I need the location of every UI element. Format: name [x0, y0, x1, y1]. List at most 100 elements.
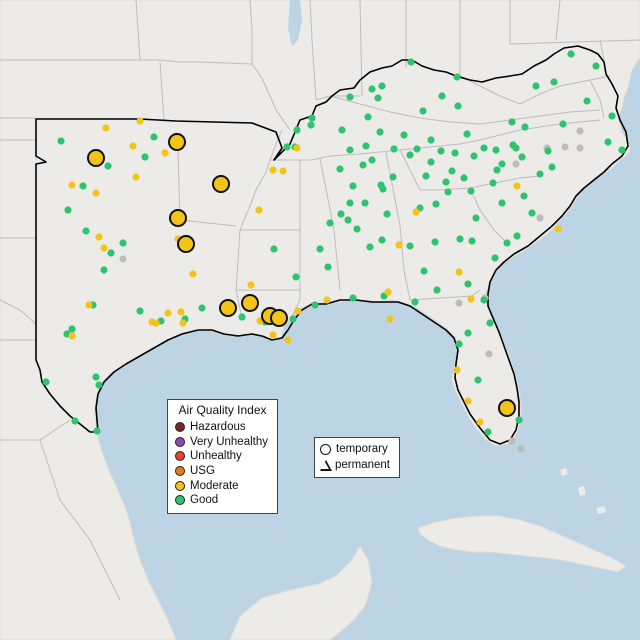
monitor-point-good[interactable]	[442, 178, 450, 186]
monitor-point-good[interactable]	[390, 145, 398, 153]
monitor-point-moderate[interactable]	[129, 142, 137, 150]
monitor-point-good[interactable]	[324, 263, 332, 271]
monitor-point-good[interactable]	[492, 146, 500, 154]
temporary-monitor-moderate[interactable]	[168, 133, 186, 151]
monitor-point-moderate[interactable]	[255, 206, 263, 214]
monitor-point-good[interactable]	[92, 373, 100, 381]
monitor-point-good[interactable]	[618, 146, 626, 154]
monitor-point-moderate[interactable]	[453, 366, 461, 374]
monitor-point-good[interactable]	[455, 340, 463, 348]
monitor-point-good[interactable]	[513, 232, 521, 240]
monitor-point-good[interactable]	[608, 112, 616, 120]
monitor-point-good[interactable]	[548, 163, 556, 171]
monitor-point-good[interactable]	[406, 151, 414, 159]
monitor-point-good[interactable]	[509, 141, 517, 149]
monitor-point-good[interactable]	[389, 173, 397, 181]
monitor-point-good[interactable]	[480, 144, 488, 152]
monitor-point-good[interactable]	[100, 266, 108, 274]
monitor-point-moderate[interactable]	[269, 331, 277, 339]
monitor-point-good[interactable]	[383, 210, 391, 218]
monitor-point-good[interactable]	[308, 114, 316, 122]
monitor-point-good[interactable]	[438, 92, 446, 100]
temporary-monitor-moderate[interactable]	[212, 175, 230, 193]
monitor-point-good[interactable]	[346, 93, 354, 101]
monitor-point-good[interactable]	[604, 138, 612, 146]
monitor-point-moderate[interactable]	[294, 307, 302, 315]
monitor-point-good[interactable]	[378, 82, 386, 90]
monitor-point-good[interactable]	[464, 280, 472, 288]
monitor-point-good[interactable]	[427, 136, 435, 144]
monitor-point-good[interactable]	[93, 427, 101, 435]
monitor-point-good[interactable]	[456, 235, 464, 243]
monitor-point-good[interactable]	[406, 242, 414, 250]
monitor-point-nodata[interactable]	[561, 143, 569, 151]
temporary-monitor-moderate[interactable]	[498, 399, 516, 417]
monitor-point-good[interactable]	[82, 227, 90, 235]
monitor-point-good[interactable]	[68, 325, 76, 333]
monitor-point-moderate[interactable]	[68, 181, 76, 189]
monitor-point-moderate[interactable]	[179, 319, 187, 327]
monitor-point-moderate[interactable]	[476, 418, 484, 426]
monitor-point-moderate[interactable]	[513, 182, 521, 190]
monitor-point-nodata[interactable]	[485, 350, 493, 358]
monitor-point-good[interactable]	[326, 219, 334, 227]
monitor-point-good[interactable]	[437, 147, 445, 155]
monitor-point-good[interactable]	[432, 200, 440, 208]
monitor-point-good[interactable]	[508, 118, 516, 126]
monitor-point-good[interactable]	[550, 78, 558, 86]
monitor-point-good[interactable]	[454, 102, 462, 110]
monitor-point-good[interactable]	[344, 216, 352, 224]
monitor-point-good[interactable]	[567, 50, 575, 58]
monitor-point-good[interactable]	[198, 304, 206, 312]
monitor-point-good[interactable]	[559, 120, 567, 128]
monitor-point-good[interactable]	[136, 307, 144, 315]
monitor-point-good[interactable]	[470, 152, 478, 160]
monitor-point-moderate[interactable]	[152, 319, 160, 327]
monitor-point-good[interactable]	[361, 199, 369, 207]
monitor-point-moderate[interactable]	[100, 244, 108, 252]
monitor-point-good[interactable]	[532, 82, 540, 90]
monitor-point-good[interactable]	[448, 167, 456, 175]
monitor-point-moderate[interactable]	[386, 315, 394, 323]
monitor-point-moderate[interactable]	[464, 397, 472, 405]
monitor-point-good[interactable]	[521, 123, 529, 131]
monitor-point-good[interactable]	[359, 161, 367, 169]
monitor-point-good[interactable]	[480, 296, 488, 304]
monitor-point-nodata[interactable]	[512, 160, 520, 168]
monitor-point-good[interactable]	[518, 153, 526, 161]
monitor-point-moderate[interactable]	[85, 301, 93, 309]
monitor-point-good[interactable]	[407, 58, 415, 66]
monitor-point-good[interactable]	[366, 243, 374, 251]
monitor-point-good[interactable]	[150, 133, 158, 141]
monitor-point-good[interactable]	[544, 147, 552, 155]
monitor-point-moderate[interactable]	[132, 173, 140, 181]
monitor-point-good[interactable]	[311, 301, 319, 309]
monitor-point-good[interactable]	[431, 238, 439, 246]
monitor-point-good[interactable]	[433, 286, 441, 294]
monitor-point-good[interactable]	[292, 273, 300, 281]
monitor-point-good[interactable]	[453, 73, 461, 81]
monitor-point-moderate[interactable]	[412, 208, 420, 216]
temporary-monitor-moderate[interactable]	[270, 309, 288, 327]
monitor-point-good[interactable]	[307, 121, 315, 129]
monitor-point-good[interactable]	[64, 206, 72, 214]
monitor-point-good[interactable]	[346, 199, 354, 207]
monitor-point-moderate[interactable]	[95, 233, 103, 241]
monitor-point-good[interactable]	[422, 172, 430, 180]
monitor-point-good[interactable]	[336, 165, 344, 173]
monitor-point-moderate[interactable]	[177, 308, 185, 316]
monitor-point-moderate[interactable]	[68, 332, 76, 340]
monitor-point-moderate[interactable]	[284, 336, 292, 344]
monitor-point-good[interactable]	[104, 162, 112, 170]
temporary-monitor-moderate[interactable]	[241, 294, 259, 312]
monitor-point-good[interactable]	[400, 131, 408, 139]
monitor-point-good[interactable]	[289, 315, 297, 323]
monitor-point-good[interactable]	[493, 166, 501, 174]
monitor-point-nodata[interactable]	[455, 299, 463, 307]
monitor-point-good[interactable]	[270, 245, 278, 253]
monitor-point-good[interactable]	[489, 179, 497, 187]
monitor-point-good[interactable]	[57, 137, 65, 145]
monitor-point-good[interactable]	[353, 225, 361, 233]
monitor-point-moderate[interactable]	[102, 124, 110, 132]
